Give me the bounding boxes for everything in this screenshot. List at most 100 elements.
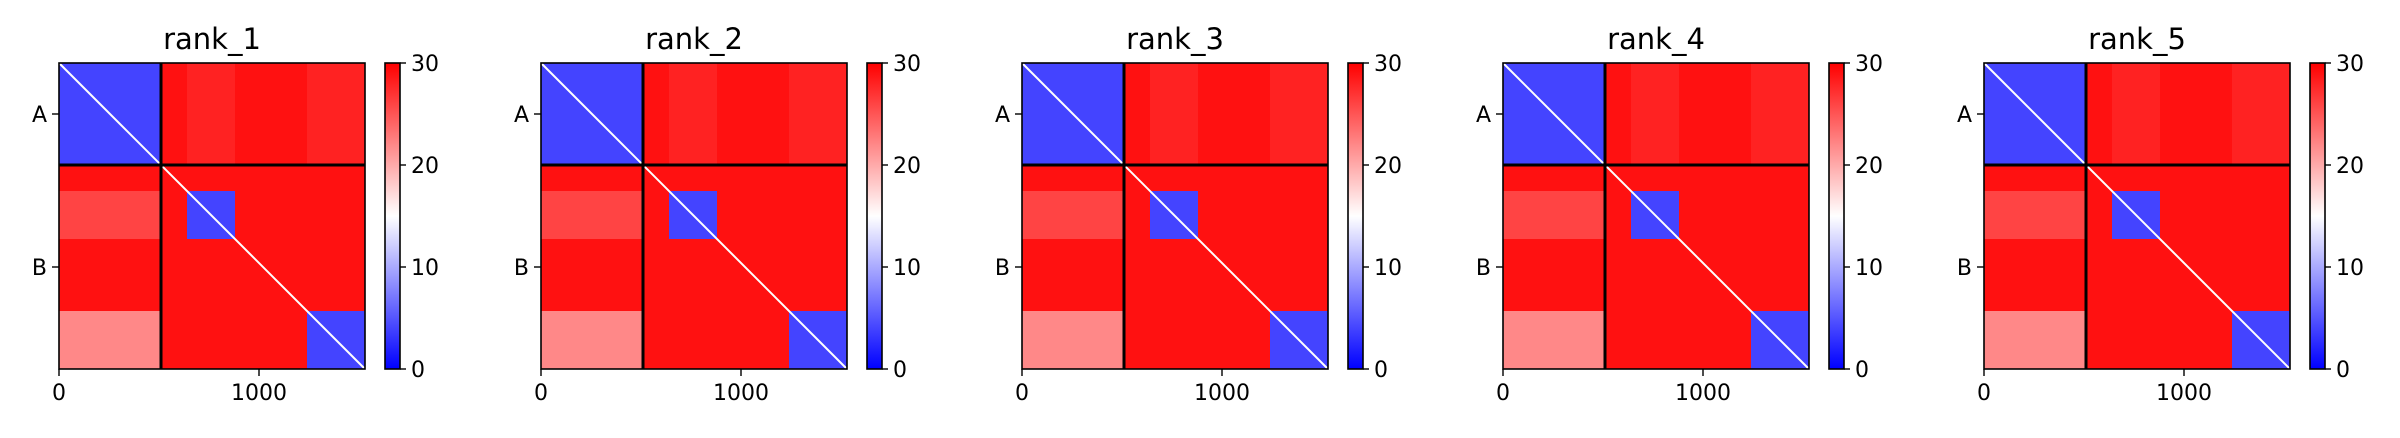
panel-rank_2: rank_2 0 1000 A B 0 10 20 30 xyxy=(514,22,921,406)
x-tick-label: 0 xyxy=(534,381,548,406)
heatmap-cell-1-2 xyxy=(1270,191,1328,239)
plot-frame xyxy=(1502,62,1810,370)
heatmap-diagonal xyxy=(1502,62,1810,370)
y-chain-label-B: B xyxy=(32,256,47,281)
y-chain-label-B: B xyxy=(1476,256,1491,281)
colorbar-tick-label: 20 xyxy=(411,154,439,179)
colorbar-tick-label: 20 xyxy=(2336,154,2364,179)
plot-frame xyxy=(1021,62,1329,370)
colorbar-tick-label: 30 xyxy=(1855,52,1883,77)
heatmap-gap-col xyxy=(235,63,307,369)
heatmap-cell-1-0 xyxy=(541,191,643,239)
heatmap-cell-1-0 xyxy=(1503,191,1605,239)
plot-frame xyxy=(58,62,366,370)
heatmap-cell-2-1 xyxy=(669,311,717,369)
heatmap-gap-col xyxy=(717,63,789,369)
panel-rank_3: rank_3 0 1000 A B 0 10 20 30 xyxy=(995,22,1402,406)
colorbar-gradient xyxy=(1829,63,1844,369)
colorbar-tick-label: 0 xyxy=(893,358,907,383)
heatmap xyxy=(1983,62,2291,370)
heatmap-gap-col xyxy=(1124,63,1150,369)
heatmap-cell-0-1 xyxy=(2112,63,2160,165)
colorbar-tick-label: 20 xyxy=(1374,154,1402,179)
x-tick-label: 0 xyxy=(1496,381,1510,406)
heatmap-gap-col xyxy=(1679,63,1751,369)
x-tick-label: 1000 xyxy=(1675,381,1731,406)
panel-title: rank_3 xyxy=(1126,22,1224,56)
x-tick-label: 1000 xyxy=(2156,381,2212,406)
heatmap-cell-1-2 xyxy=(2232,191,2290,239)
heatmap-diagonal xyxy=(58,62,366,370)
colorbar-gradient xyxy=(2310,63,2325,369)
colorbar-tick-label: 30 xyxy=(2336,52,2364,77)
heatmap-gap-row xyxy=(59,165,365,191)
x-tick-label: 1000 xyxy=(231,381,287,406)
heatmap-cell-0-2 xyxy=(789,63,847,165)
y-chain-label-A: A xyxy=(32,103,47,128)
heatmap xyxy=(540,62,848,370)
panel-rank_5: rank_5 0 1000 A B 0 10 20 30 xyxy=(1957,22,2364,406)
heatmap-cell-1-2 xyxy=(307,191,365,239)
colorbar-tick-label: 10 xyxy=(1855,256,1883,281)
x-tick-label: 0 xyxy=(1977,381,1991,406)
heatmap xyxy=(58,62,366,370)
colorbar-tick-label: 20 xyxy=(893,154,921,179)
heatmap xyxy=(1021,62,1329,370)
heatmap-cell-1-0 xyxy=(1984,191,2086,239)
panel-title: rank_1 xyxy=(163,22,261,56)
colorbar: 0 10 20 30 xyxy=(866,52,921,383)
colorbar-frame xyxy=(2309,62,2326,370)
heatmap-gap-row xyxy=(1503,239,1809,311)
heatmap-cell-1-2 xyxy=(789,191,847,239)
colorbar-tick-label: 30 xyxy=(893,52,921,77)
heatmap-gap-col xyxy=(643,63,669,369)
heatmap-cell-2-0 xyxy=(1984,311,2086,369)
heatmap-gap-row xyxy=(541,239,847,311)
colorbar-tick-label: 0 xyxy=(411,358,425,383)
heatmap-cell-2-0 xyxy=(59,311,161,369)
heatmap-gap-col xyxy=(1198,63,1270,369)
heatmap-gap-col xyxy=(2086,63,2112,369)
heatmap-gap-row xyxy=(1984,239,2290,311)
colorbar-frame xyxy=(1347,62,1364,370)
heatmap-cell-0-1 xyxy=(669,63,717,165)
heatmap-cell-0-1 xyxy=(1150,63,1198,165)
colorbar-tick-label: 10 xyxy=(1374,256,1402,281)
heatmap-gap-col xyxy=(161,63,187,369)
heatmap-gap-row xyxy=(59,239,365,311)
plot-frame xyxy=(1983,62,2291,370)
heatmap-cell-0-2 xyxy=(307,63,365,165)
plot-frame xyxy=(540,62,848,370)
y-chain-label-A: A xyxy=(514,103,529,128)
panel-rank_4: rank_4 0 1000 A B 0 10 20 30 xyxy=(1476,22,1883,406)
colorbar-tick-label: 0 xyxy=(1855,358,1869,383)
colorbar-tick-label: 20 xyxy=(1855,154,1883,179)
heatmap-gap-row xyxy=(1503,165,1809,191)
panel-title: rank_5 xyxy=(2088,22,2186,56)
heatmap-diagonal xyxy=(1021,62,1329,370)
colorbar-tick-label: 0 xyxy=(1374,358,1388,383)
x-tick-label: 0 xyxy=(1015,381,1029,406)
heatmap-gap-row xyxy=(1022,239,1328,311)
y-chain-label-B: B xyxy=(1957,256,1972,281)
colorbar-gradient xyxy=(385,63,400,369)
heatmap-gap-row xyxy=(541,165,847,191)
colorbar-gradient xyxy=(867,63,882,369)
y-chain-label-B: B xyxy=(514,256,529,281)
heatmap-cell-1-0 xyxy=(59,191,161,239)
colorbar: 0 10 20 30 xyxy=(384,52,439,383)
colorbar: 0 10 20 30 xyxy=(1828,52,1883,383)
heatmap-gap-col xyxy=(1605,63,1631,369)
y-chain-label-A: A xyxy=(1476,103,1491,128)
colorbar-frame xyxy=(384,62,401,370)
colorbar-gradient xyxy=(1348,63,1363,369)
y-chain-label-A: A xyxy=(995,103,1010,128)
x-tick-label: 1000 xyxy=(713,381,769,406)
y-chain-label-A: A xyxy=(1957,103,1972,128)
colorbar-frame xyxy=(866,62,883,370)
colorbar-tick-label: 10 xyxy=(2336,256,2364,281)
heatmap-cell-0-2 xyxy=(2232,63,2290,165)
heatmap-cell-2-0 xyxy=(541,311,643,369)
